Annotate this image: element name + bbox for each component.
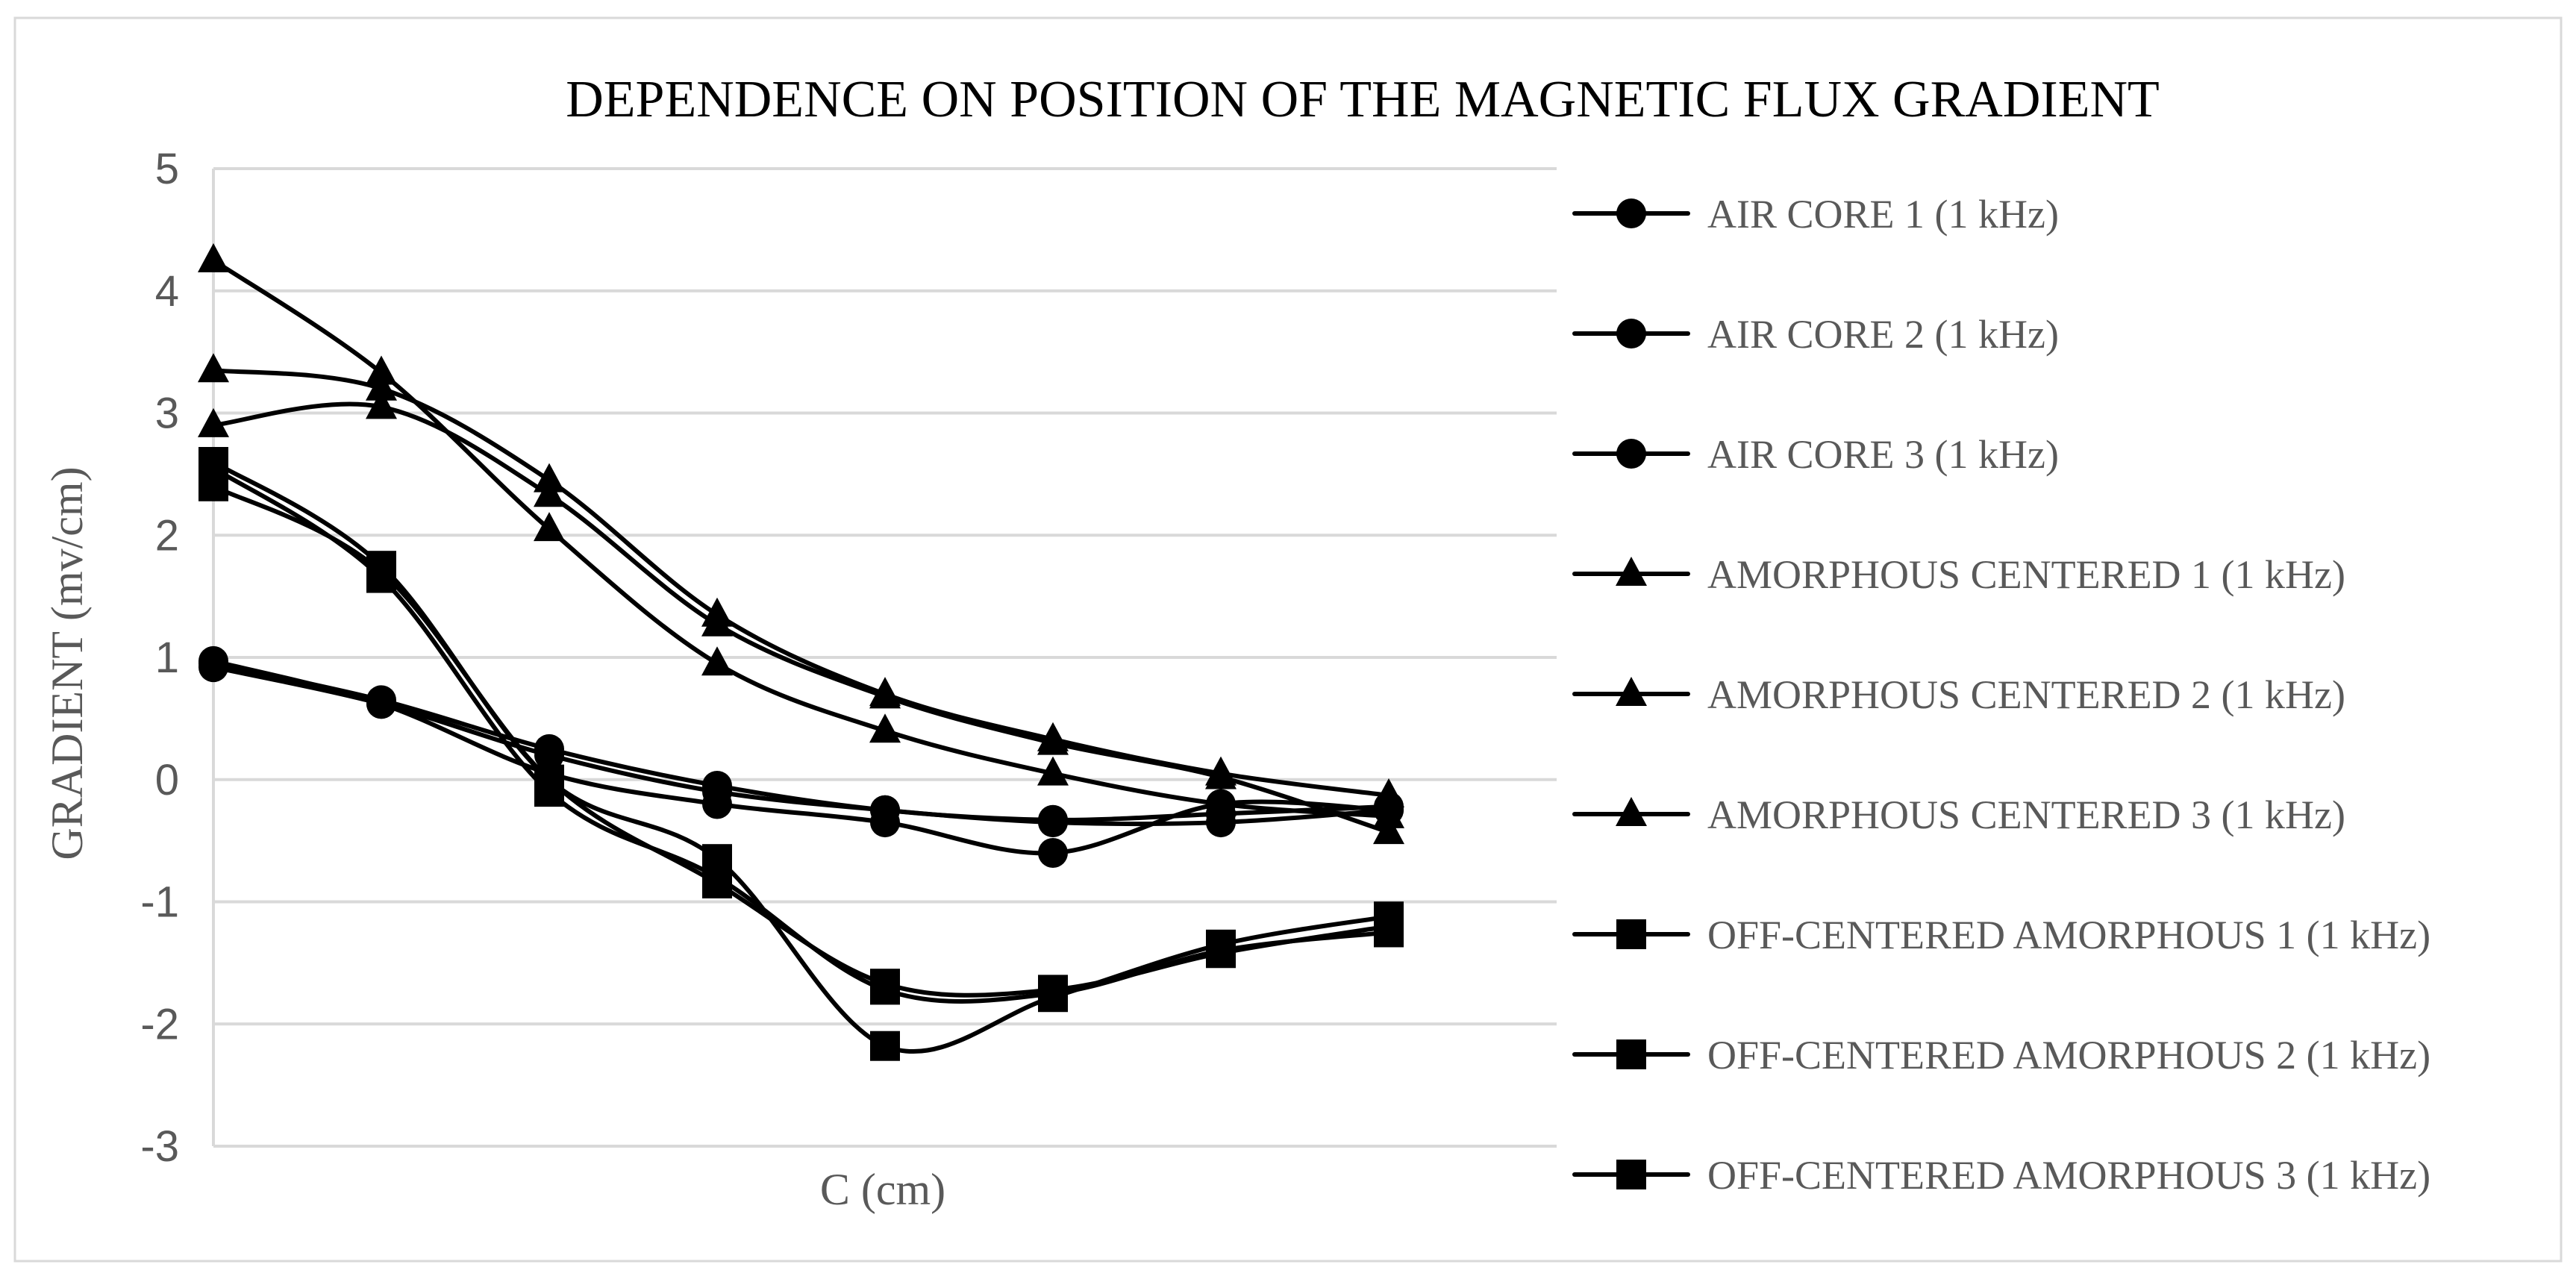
data-point-triangle [198, 243, 229, 272]
legend-label: OFF-CENTERED AMORPHOUS 1 (1 kHz) [1707, 913, 2430, 957]
series-layer [198, 243, 1404, 1061]
data-point-square [1206, 938, 1236, 969]
data-point-circle [702, 789, 732, 819]
data-point-triangle [198, 353, 229, 383]
series-line [211, 658, 1391, 856]
series-4 [198, 243, 1404, 828]
legend-marker-triangle [1616, 677, 1647, 706]
series-line [211, 484, 1391, 998]
legend: AIR CORE 1 (1 kHz) AIR CORE 2 (1 kHz) AIR … [1572, 192, 2430, 1198]
legend-item: AIR CORE 1 (1 kHz) [1572, 192, 2059, 237]
y-tick-label: 0 [155, 756, 179, 804]
y-tick-label: 2 [155, 511, 179, 560]
y-tick-label: 1 [155, 634, 179, 682]
legend-label: AIR CORE 3 (1 kHz) [1707, 432, 2059, 477]
data-point-circle [198, 645, 228, 676]
legend-label: AIR CORE 1 (1 kHz) [1707, 192, 2059, 237]
series-line [211, 661, 1391, 822]
legend-marker-triangle [1616, 797, 1647, 826]
y-axis-ticks: 5 4 3 2 1 0 -1 -2 -3 [140, 145, 179, 1171]
data-point-square [534, 764, 564, 795]
legend-marker-circle [1616, 198, 1646, 228]
gridlines [213, 167, 1557, 1148]
legend-marker-triangle [1616, 557, 1647, 586]
data-point-square [1038, 975, 1068, 1005]
data-point-triangle [869, 713, 901, 743]
y-tick-label: -2 [140, 1000, 179, 1048]
data-point-triangle [869, 679, 901, 709]
legend-item: AIR CORE 3 (1 kHz) [1572, 432, 2059, 477]
data-point-triangle [1205, 760, 1237, 789]
y-tick-label: -1 [140, 878, 179, 927]
legend-label: AMORPHOUS CENTERED 2 (1 kHz) [1707, 672, 2345, 717]
data-point-square [870, 1031, 900, 1061]
data-point-circle [870, 807, 900, 838]
data-point-triangle [1205, 787, 1237, 816]
legend-item: OFF-CENTERED AMORPHOUS 3 (1 kHz) [1572, 1153, 2430, 1198]
data-point-circle [366, 689, 396, 719]
data-point-triangle [198, 407, 229, 437]
data-point-triangle [701, 646, 733, 676]
data-point-triangle [701, 607, 733, 637]
y-tick-label: 3 [155, 390, 179, 438]
data-point-triangle [1373, 798, 1404, 828]
series-9 [198, 471, 1404, 1005]
legend-marker-circle [1616, 319, 1646, 348]
legend-item: OFF-CENTERED AMORPHOUS 2 (1 kHz) [1572, 1033, 2430, 1078]
data-point-square [198, 471, 228, 501]
legend-item: AMORPHOUS CENTERED 3 (1 kHz) [1572, 792, 2345, 837]
series-line [211, 401, 1391, 835]
data-point-triangle [366, 371, 397, 401]
data-point-triangle [1037, 725, 1069, 755]
legend-item: AMORPHOUS CENTERED 1 (1 kHz) [1572, 552, 2345, 597]
data-point-square [870, 969, 900, 999]
legend-marker-square [1616, 1160, 1646, 1189]
data-point-circle [1038, 838, 1068, 868]
legend-item: AIR CORE 2 (1 kHz) [1572, 312, 2059, 357]
legend-marker-square [1616, 919, 1646, 949]
data-point-square [1374, 911, 1404, 942]
data-point-triangle [366, 390, 397, 419]
series-line [211, 460, 1391, 1054]
legend-marker-circle [1616, 439, 1646, 469]
y-tick-label: 5 [155, 145, 179, 193]
chart-title: DEPENDENCE ON POSITION OF THE MAGNETIC F… [566, 71, 2160, 128]
y-tick-label: -3 [140, 1122, 179, 1171]
data-point-circle [1038, 807, 1068, 838]
data-point-triangle [1373, 815, 1404, 845]
series-line [211, 257, 1391, 819]
legend-item: OFF-CENTERED AMORPHOUS 1 (1 kHz) [1572, 913, 2430, 957]
data-point-triangle [1373, 778, 1404, 808]
data-point-square [702, 868, 732, 898]
legend-label: AMORPHOUS CENTERED 1 (1 kHz) [1707, 552, 2345, 597]
legend-label: OFF-CENTERED AMORPHOUS 2 (1 kHz) [1707, 1033, 2430, 1078]
data-point-square [366, 557, 396, 587]
data-point-triangle [534, 463, 565, 492]
y-tick-label: 4 [155, 267, 179, 316]
legend-label: AMORPHOUS CENTERED 3 (1 kHz) [1707, 792, 2345, 837]
data-point-triangle [1037, 756, 1069, 786]
x-axis-title: C (cm) [820, 1165, 945, 1214]
y-axis-title: GRADIENT (mv/cm) [43, 466, 92, 860]
legend-label: OFF-CENTERED AMORPHOUS 3 (1 kHz) [1707, 1153, 2430, 1198]
legend-item: AMORPHOUS CENTERED 2 (1 kHz) [1572, 672, 2345, 717]
series-6 [198, 390, 1404, 845]
data-point-triangle [366, 355, 397, 385]
data-point-triangle [534, 512, 565, 542]
data-point-triangle [534, 478, 565, 507]
legend-label: AIR CORE 2 (1 kHz) [1707, 312, 2059, 357]
legend-marker-square [1616, 1039, 1646, 1069]
